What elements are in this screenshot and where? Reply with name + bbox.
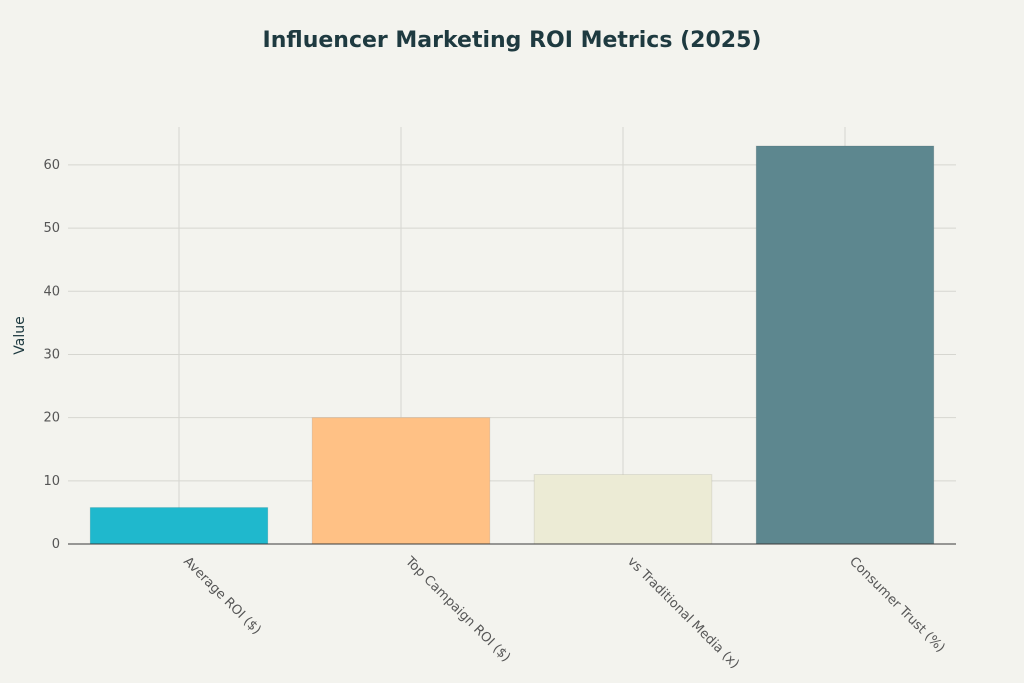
y-tick-label: 10 bbox=[43, 474, 60, 489]
y-tick-label: 40 bbox=[43, 284, 60, 299]
y-axis-title: Value bbox=[12, 316, 28, 354]
x-tick-label: vs Traditional Media (x) bbox=[624, 554, 742, 672]
bar bbox=[533, 474, 713, 545]
y-tick-label: 20 bbox=[43, 411, 60, 426]
bars bbox=[89, 145, 935, 545]
bar bbox=[755, 145, 935, 545]
x-tick-label: Consumer Trust (%) bbox=[846, 554, 948, 656]
x-tick-label: Top Campaign ROI ($) bbox=[401, 554, 513, 666]
x-tick-label: Average ROI ($) bbox=[180, 554, 264, 638]
y-tick-label: 0 bbox=[52, 537, 60, 552]
y-tick-label: 60 bbox=[43, 158, 60, 173]
chart-title: Influencer Marketing ROI Metrics (2025) bbox=[262, 28, 762, 53]
y-tick-label: 30 bbox=[43, 347, 60, 362]
y-tick-label: 50 bbox=[43, 221, 60, 236]
bar bbox=[89, 506, 269, 545]
bar bbox=[311, 417, 491, 545]
